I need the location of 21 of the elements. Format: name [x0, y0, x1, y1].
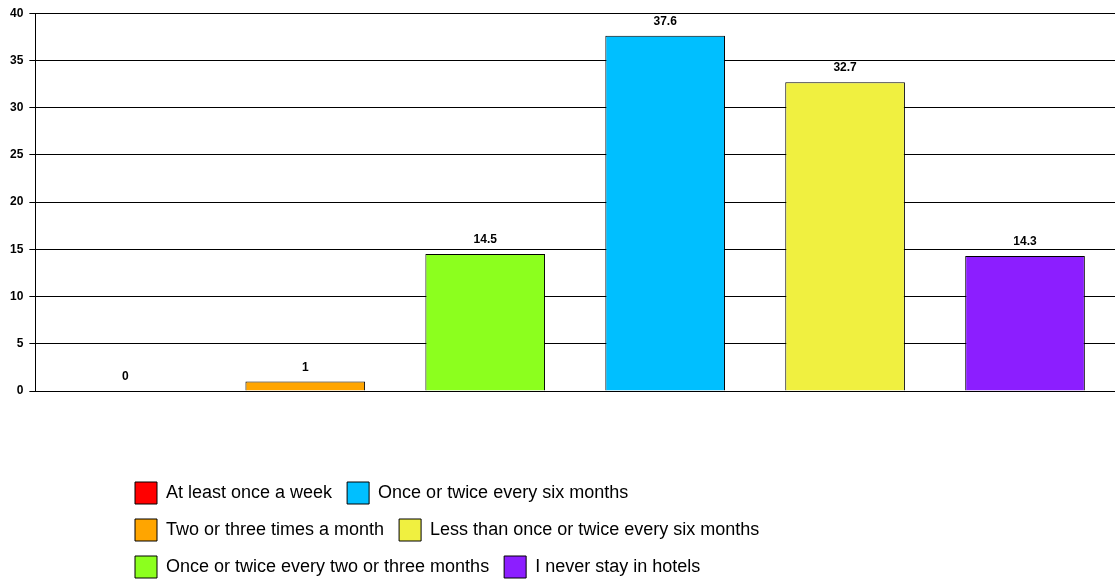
- data-label: 1: [301, 359, 309, 374]
- data-label: 32.7: [833, 60, 858, 75]
- y-tick-label: 25: [9, 147, 24, 162]
- y-tick-label: 10: [9, 288, 24, 303]
- y-tick-label: 40: [9, 5, 24, 20]
- y-tick-label: 0: [16, 383, 24, 398]
- legend-label: Two or three times a month: [166, 518, 385, 539]
- legend-label: I never stay in hotels: [535, 555, 701, 576]
- data-label: 14.3: [1013, 234, 1038, 249]
- legend-label: Once or twice every two or three months: [166, 555, 490, 576]
- y-tick-label: 20: [9, 194, 24, 209]
- y-tick-label: 30: [9, 99, 24, 114]
- data-label: 14.5: [473, 232, 498, 247]
- data-label: 0: [121, 369, 129, 384]
- y-tick-label: 35: [9, 52, 24, 67]
- y-tick-label: 5: [16, 336, 24, 351]
- legend-label: At least once a week: [166, 481, 334, 502]
- legend-label: Less than once or twice every six months: [430, 518, 760, 539]
- legend-label: Once or twice every six months: [378, 481, 629, 502]
- data-label: 37.6: [653, 14, 678, 29]
- y-tick-label: 15: [9, 241, 24, 256]
